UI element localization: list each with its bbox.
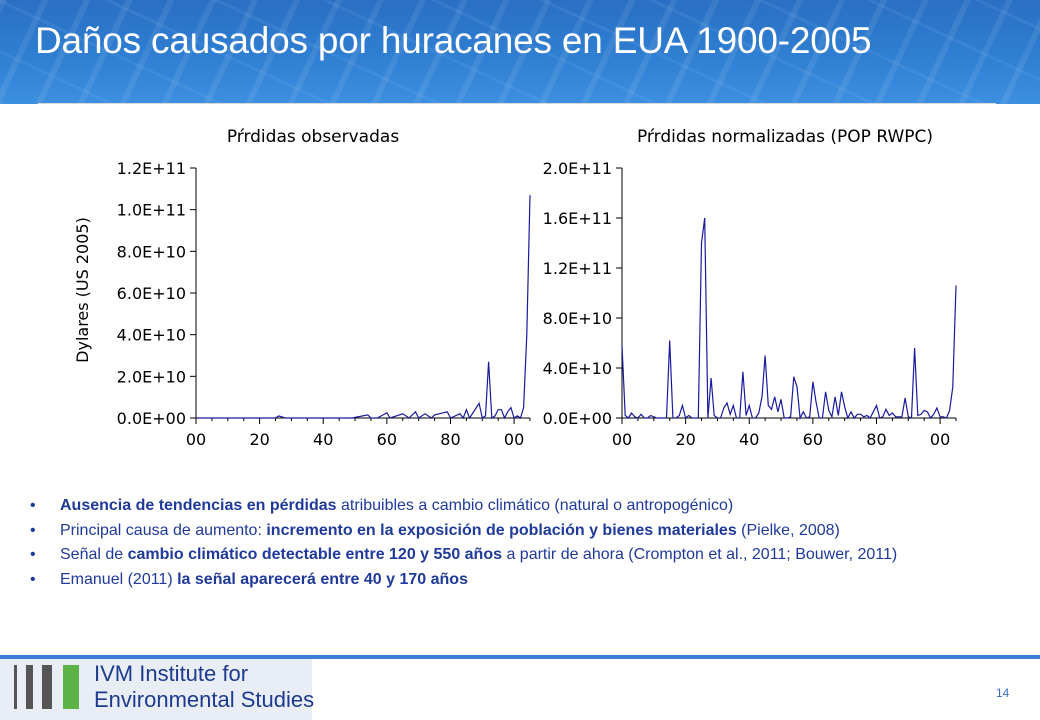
chart2-x-tick-label: 60 xyxy=(803,430,823,449)
chart2-y-tick-label: 0.0E+00 xyxy=(543,409,612,428)
page-number: 14 xyxy=(996,686,1010,700)
bullet-text: a partir de ahora (Crompton et al., 2011… xyxy=(502,546,898,563)
chart2-y-tick-label: 1.6E+11 xyxy=(543,209,612,228)
chart1-y-tick-label: 2.0E+10 xyxy=(117,367,186,386)
chart1-x-tick-label: 00 xyxy=(504,430,524,449)
bullet-dot: • xyxy=(30,497,36,514)
bullet-text: Emanuel (2011) xyxy=(60,570,178,588)
bullet-text: Señal de xyxy=(60,546,128,563)
chart1-y-tick-label: 1.0E+11 xyxy=(117,201,186,220)
chart1-x-tick-label: 80 xyxy=(440,430,460,449)
chart1-x-tick-label: 00 xyxy=(186,430,206,449)
logo-text-line2: Environmental Studies xyxy=(94,687,315,712)
chart1-y-tick-label: 4.0E+10 xyxy=(117,326,186,345)
bullet-item: • Emanuel (2011) la señal aparecerá entre… xyxy=(30,571,990,590)
slide-title: Daños causados por huracanes en EUA 1900… xyxy=(35,20,872,61)
chart2-series-line xyxy=(621,217,957,421)
chart1-x-tick-label: 60 xyxy=(377,430,397,449)
bullet-bold: Ausencia de tendencias en pérdidas xyxy=(60,497,337,514)
header-divider xyxy=(38,103,996,104)
chart-observed-losses: Pŕrdidas observadas Dylares (US 2005) 0.… xyxy=(73,127,531,449)
chart2-y-tick-label: 8.0E+10 xyxy=(543,309,612,328)
bullet-dot: • xyxy=(30,546,36,563)
chart1-ylabel: Dylares (US 2005) xyxy=(73,217,92,363)
chart2-x-tick-label: 00 xyxy=(612,430,632,449)
bullet-text: (Pielke, 2008) xyxy=(736,521,840,539)
logo-stripe xyxy=(14,665,17,709)
chart1-y-tick-label: 1.2E+11 xyxy=(117,159,186,178)
header-banner: Daños causados por huracanes en EUA 1900… xyxy=(0,0,1040,104)
bullet-list: • Ausencia de tendencias en pérdidas atri… xyxy=(30,497,990,595)
chart1-y-tick-label: 0.0E+00 xyxy=(117,409,186,428)
logo-stripe xyxy=(26,665,33,709)
chart2-y-tick-label: 2.0E+11 xyxy=(543,159,612,178)
chart2-x-tick-label: 20 xyxy=(675,430,695,449)
chart1-y-tick-label: 8.0E+10 xyxy=(117,242,186,261)
charts-area: Pŕrdidas observadas Dylares (US 2005) 0.… xyxy=(73,127,957,449)
chart1-x-tick-label: 40 xyxy=(313,430,333,449)
chart1-x-tick-label: 20 xyxy=(249,430,269,449)
bullet-bold: incremento en la exposición de población… xyxy=(266,521,737,539)
bullet-text: atribuibles a cambio climático (natural … xyxy=(336,497,734,514)
chart1-title: Pŕrdidas observadas xyxy=(227,127,400,147)
chart-normalized-losses: Pŕrdidas normalizadas (POP RWPC) 0.0E+00… xyxy=(543,127,957,449)
ivm-logo xyxy=(0,659,312,720)
bullet-item: • Ausencia de tendencias en pérdidas atri… xyxy=(30,497,990,516)
footer-bar xyxy=(0,655,1040,659)
chart2-x-tick-label: 80 xyxy=(866,430,886,449)
chart1-series-line xyxy=(196,195,531,420)
chart2-title: Pŕrdidas normalizadas (POP RWPC) xyxy=(637,127,933,147)
bullet-item: • Señal de cambio climático detectable en… xyxy=(30,546,990,565)
chart2-y-tick-label: 4.0E+10 xyxy=(543,359,612,378)
chart2-y-tick-label: 1.2E+11 xyxy=(543,259,612,278)
bullet-bold: cambio climático detectable entre 120 y … xyxy=(127,546,502,563)
chart1-y-tick-label: 6.0E+10 xyxy=(117,284,186,303)
logo-stripe xyxy=(42,665,52,709)
logo-text-line1: IVM Institute for xyxy=(94,661,249,686)
bullet-dot: • xyxy=(30,521,36,539)
bullet-bold: la señal aparecerá entre 40 y 170 años xyxy=(177,570,468,588)
bullet-item: • Principal causa de aumento: incremento … xyxy=(30,522,990,541)
logo-stripe-green xyxy=(63,665,79,709)
bullet-text: Principal causa de aumento: xyxy=(60,521,267,539)
bullet-dot: • xyxy=(30,570,36,588)
chart2-x-tick-label: 00 xyxy=(930,430,950,449)
chart2-x-tick-label: 40 xyxy=(739,430,759,449)
